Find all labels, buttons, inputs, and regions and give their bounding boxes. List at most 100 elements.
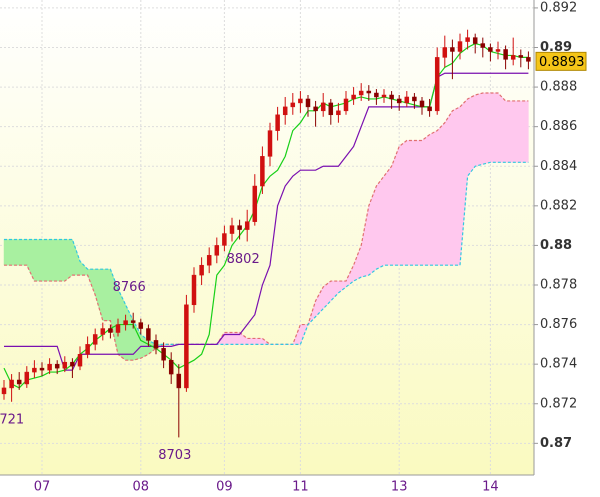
candle-body [191,274,197,306]
cloud [246,338,256,345]
candle-body [16,379,22,385]
candle-body [358,90,364,96]
candle-body [130,320,136,323]
candle-body [450,47,455,52]
cloud [391,146,400,266]
candle-body [77,354,83,367]
y-tick-label: 0.882 [540,198,577,213]
candle-body [298,98,303,104]
cloud [421,134,430,266]
candle-body [336,110,341,116]
candle-body [184,304,189,389]
cloud [41,239,50,282]
candle-body [138,322,144,329]
candle-body [146,328,151,341]
candle-body [510,55,516,60]
candle-body [374,92,379,98]
cloud [429,130,438,266]
annotation: 8721 [0,412,24,427]
candle-body [518,55,524,58]
candle-body [206,255,212,266]
candle-body [85,344,90,355]
candle-body [427,106,432,112]
cloud [414,140,423,266]
cloud [452,106,461,266]
candle-body [434,57,440,112]
tenkan-line [3,42,529,389]
candle-body [480,43,486,48]
span-a-line [4,92,529,361]
candle-body [54,363,60,369]
y-tick-label: 0.884 [540,159,577,174]
candle-body [267,130,273,157]
candle-body [275,114,280,131]
candle-body [123,320,128,325]
candle-body [229,225,235,234]
candle-body [526,57,531,62]
y-tick-label: 0.892 [540,0,577,15]
y-tick-label: 0.872 [540,396,577,411]
cloud [3,239,12,266]
candle-body [351,94,356,100]
cloud [482,92,491,165]
cloud [398,140,408,266]
annotation: 8703 [158,448,191,463]
candle-body [39,367,45,371]
candle-body [343,98,349,112]
cloud [467,94,476,177]
candle-body [168,359,174,375]
candle-body [313,106,318,112]
cloud [512,100,522,163]
y-tick-label: 0.87 [540,436,572,451]
candle-body [115,324,121,333]
candle-body [199,264,204,276]
span-b-line [4,161,529,345]
x-tick-label: 11 [292,480,309,495]
cloud [18,239,28,266]
y-tick-label: 0.88 [540,238,572,253]
candle-body [442,47,448,58]
candle-body [260,156,265,187]
kijun-line [4,72,529,371]
candle-body [488,47,493,52]
candle-body [153,340,159,349]
candle-body [465,37,470,42]
cloud [34,239,43,282]
candle-body [222,233,227,246]
cloud [376,175,385,270]
last-price-label: 0.8893 [539,55,585,70]
cloud [520,100,529,163]
cloud [102,268,111,321]
candle-body [396,98,402,104]
candle-body [282,106,288,116]
candle-body [92,334,98,345]
annotation: 8766 [113,280,146,295]
candle-body [472,37,478,44]
y-tick-label: 0.876 [540,317,577,332]
candle-body [244,221,250,230]
cloud [64,239,73,282]
cloud [474,92,484,167]
candle-body [70,361,75,367]
candle-body [457,41,463,52]
candle-body [237,225,242,230]
candle-body [62,361,68,369]
cloud [56,239,66,282]
y-tick-label: 0.89 [540,40,572,55]
candle-body [404,96,410,104]
cloud [490,92,499,163]
candle-body [214,245,220,256]
cloud [254,338,263,345]
candle-body [381,94,387,98]
cloud [383,165,392,266]
last-price-box [535,51,587,71]
candle-body [328,102,334,116]
x-tick-label: 09 [216,480,233,495]
candle-body [100,328,106,335]
cloud [444,109,453,266]
x-tick-label: 08 [133,480,150,495]
candle-body [47,363,52,371]
candle-body [24,371,30,385]
candle-body [389,94,394,100]
